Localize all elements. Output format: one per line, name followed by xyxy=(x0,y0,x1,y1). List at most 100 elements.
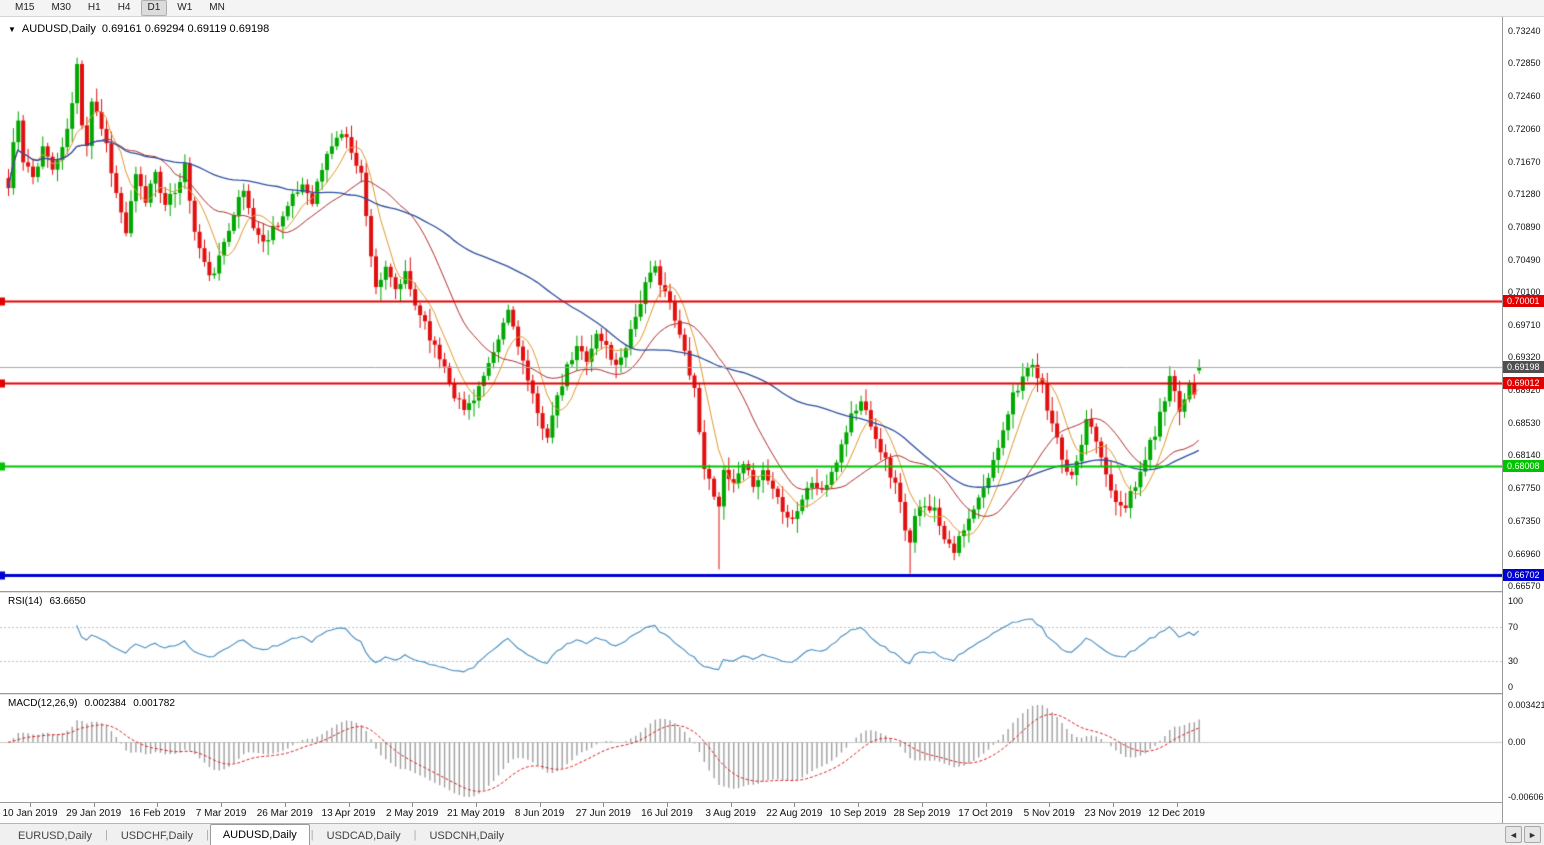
price-tick-label: 0.69710 xyxy=(1508,319,1541,330)
price-tick-label: 0.69320 xyxy=(1508,352,1541,363)
date-tick xyxy=(539,803,541,807)
timeframe-button-m30[interactable]: M30 xyxy=(51,2,71,13)
date-tick xyxy=(1112,803,1114,807)
chart-dropdown-icon[interactable]: ▼ xyxy=(8,24,16,34)
date-label: 5 Nov 2019 xyxy=(1023,808,1075,819)
date-label: 2 May 2019 xyxy=(386,808,439,819)
timeframe-button-h4[interactable]: H4 xyxy=(117,2,131,13)
chart-area: ▼ AUDUSD,Daily 0.69161 0.69294 0.69119 0… xyxy=(0,17,1544,823)
chart-tabs-list: EURUSD,Daily | USDCHF,Daily | AUDUSD,Daily | U… xyxy=(6,824,516,845)
date-label: 13 Apr 2019 xyxy=(321,808,376,819)
price-tick-label: 0.71280 xyxy=(1508,189,1541,200)
hline-price-tag: 0.68008 xyxy=(1503,460,1544,473)
date-tick xyxy=(1176,803,1178,807)
date-tick xyxy=(157,803,159,807)
price-tick-label: 0.70890 xyxy=(1508,221,1541,232)
date-label: 7 Mar 2019 xyxy=(195,808,247,819)
macd-max-label: 0.003421 xyxy=(1508,700,1544,710)
tab-scroll-buttons: ◄ ► xyxy=(1505,826,1541,843)
date-tick xyxy=(348,803,350,807)
macd-zero-label: 0.00 xyxy=(1508,737,1526,748)
date-tick xyxy=(412,803,414,807)
date-label: 28 Sep 2019 xyxy=(893,808,951,819)
date-axis[interactable]: 10 Jan 2019 29 Jan 2019 16 Feb 2019 7 Mar 2… xyxy=(0,802,1502,823)
date-label: 16 Feb 2019 xyxy=(129,808,186,819)
date-label: 8 Jun 2019 xyxy=(514,808,565,819)
macd-signal-value: 0.001782 xyxy=(133,698,175,709)
rsi-value: 63.6650 xyxy=(49,596,86,607)
price-tick-label: 0.73240 xyxy=(1508,26,1541,36)
timeframe-button-m15[interactable]: M15 xyxy=(15,2,35,13)
timeframe-button-w1[interactable]: W1 xyxy=(177,2,193,13)
tab-eurusd-daily[interactable]: EURUSD,Daily xyxy=(18,829,92,842)
tab-separator: | xyxy=(205,828,209,841)
price-tick-label: 0.68530 xyxy=(1508,417,1541,428)
macd-min-label: -0.006069 xyxy=(1508,792,1544,802)
hline-price-tag: 0.70001 xyxy=(1503,294,1544,307)
timeframe-button-d1[interactable]: D1 xyxy=(140,0,168,16)
date-tick xyxy=(475,803,477,807)
price-tick-label: 0.70490 xyxy=(1508,254,1541,265)
date-tick xyxy=(221,803,223,807)
price-scale[interactable]: 0.73240 0.72850 0.72460 0.72060 0.71670 0.712… xyxy=(1502,17,1544,823)
date-tick xyxy=(30,803,31,807)
tab-separator: | xyxy=(310,828,314,841)
tab-separator: | xyxy=(413,828,417,841)
chart-panes: ▼ AUDUSD,Daily 0.69161 0.69294 0.69119 0… xyxy=(0,17,1502,823)
scroll-left-button[interactable]: ◄ xyxy=(1505,826,1522,843)
price-tick-label: 0.70100 xyxy=(1508,287,1541,298)
rsi-pane: RSI(14) 63.6650 xyxy=(0,593,1502,693)
date-tick xyxy=(284,803,286,807)
price-pane: ▼ AUDUSD,Daily 0.69161 0.69294 0.69119 0… xyxy=(0,17,1502,591)
price-tick-label: 0.66960 xyxy=(1508,548,1541,559)
macd-chart-canvas[interactable] xyxy=(0,695,1502,802)
rsi-name: RSI(14) xyxy=(8,596,43,607)
date-label: 21 May 2019 xyxy=(446,808,505,819)
rsi-label: RSI(14) 63.6650 xyxy=(8,596,86,607)
timeframe-toolbar: M15 M30 H1 H4 D1 W1 MN xyxy=(0,0,1544,17)
date-tick xyxy=(985,803,987,807)
date-label: 26 Mar 2019 xyxy=(256,808,313,819)
price-tick-label: 0.67750 xyxy=(1508,482,1541,493)
macd-label: MACD(12,26,9) 0.002384 0.001782 xyxy=(8,698,175,709)
macd-main-value: 0.002384 xyxy=(84,698,127,709)
date-label: 10 Jan 2019 xyxy=(2,808,58,819)
date-tick xyxy=(921,803,923,807)
date-label: 12 Dec 2019 xyxy=(1148,808,1205,819)
date-label: 23 Nov 2019 xyxy=(1084,808,1142,819)
symbol-info: ▼ AUDUSD,Daily 0.69161 0.69294 0.69119 0… xyxy=(8,23,269,35)
date-label: 10 Sep 2019 xyxy=(829,808,887,819)
timeframe-button-h1[interactable]: H1 xyxy=(87,2,101,13)
date-tick xyxy=(1049,803,1051,807)
hline-price-tag: 0.69012 xyxy=(1503,376,1544,389)
scroll-right-button[interactable]: ► xyxy=(1524,826,1541,843)
tab-audusd-daily[interactable]: AUDUSD,Daily xyxy=(209,824,310,845)
date-label: 22 Aug 2019 xyxy=(766,808,823,819)
tab-usdcad-daily[interactable]: USDCAD,Daily xyxy=(326,829,401,842)
tab-usdcnh-daily[interactable]: USDCNH,Daily xyxy=(429,829,505,842)
date-tick xyxy=(794,803,796,807)
price-tick-label: 0.68920 xyxy=(1508,385,1541,396)
tab-usdchf-daily[interactable]: USDCHF,Daily xyxy=(120,829,193,842)
price-tick-label: 0.71670 xyxy=(1508,156,1541,167)
pane-separator[interactable] xyxy=(0,591,1502,593)
pane-separator[interactable] xyxy=(0,693,1502,695)
current-price-tag: 0.69198 xyxy=(1503,361,1544,374)
date-tick xyxy=(730,803,732,807)
date-label: 29 Jan 2019 xyxy=(66,808,122,819)
date-tick xyxy=(93,803,95,807)
rsi-tick-label: 30 xyxy=(1508,656,1519,667)
price-chart-canvas[interactable] xyxy=(0,17,1502,591)
price-tick-label: 0.67350 xyxy=(1508,516,1541,527)
date-tick xyxy=(603,803,605,807)
price-tick-label: 0.72850 xyxy=(1508,58,1541,69)
symbol-title: AUDUSD,Daily xyxy=(21,23,96,35)
rsi-chart-canvas[interactable] xyxy=(0,593,1502,693)
rsi-tick-label: 100 xyxy=(1508,596,1524,606)
timeframe-button-mn[interactable]: MN xyxy=(209,2,225,13)
date-tick xyxy=(667,803,668,807)
rsi-tick-label: 70 xyxy=(1508,621,1519,632)
price-tick-label: 0.68140 xyxy=(1508,450,1541,461)
macd-name: MACD(12,26,9) xyxy=(8,698,78,709)
